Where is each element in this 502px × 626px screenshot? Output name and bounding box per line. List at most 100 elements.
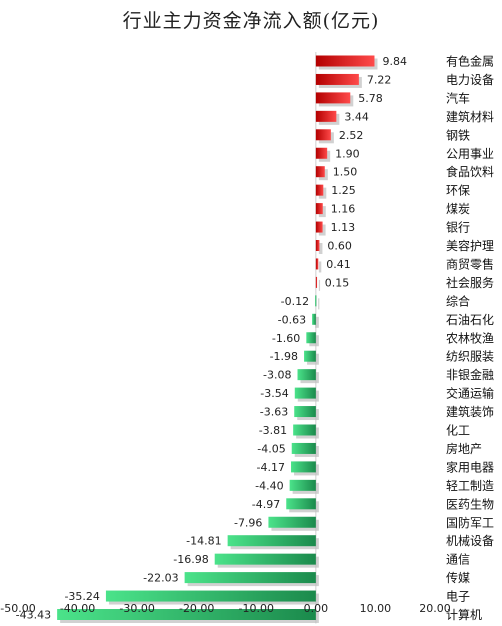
category-label: 通信: [446, 553, 470, 567]
category-label: 国防军工: [446, 515, 494, 530]
x-tick-label: -10.00: [239, 602, 274, 615]
data-label: 5.78: [358, 92, 383, 105]
x-tick-label: -30.00: [119, 602, 154, 615]
category-label: 钢铁: [446, 128, 470, 142]
data-label: -0.63: [278, 313, 306, 326]
data-label: -16.98: [173, 553, 208, 566]
data-label: 1.16: [331, 203, 356, 216]
bar: [315, 184, 324, 196]
bar: [297, 369, 316, 381]
category-label: 环保: [446, 184, 470, 198]
data-label: 0.41: [326, 258, 351, 271]
bar: [268, 516, 316, 528]
data-label: 1.90: [335, 147, 360, 160]
bar: [304, 350, 316, 362]
category-label: 商贸零售: [446, 256, 494, 271]
data-label: -22.03: [143, 572, 178, 585]
bar: [315, 55, 375, 67]
category-label: 非银金融: [446, 367, 494, 382]
category-label: 建筑装饰: [446, 404, 494, 419]
data-label: 1.13: [331, 221, 356, 234]
data-label: 0.15: [325, 276, 350, 289]
bar-shadow: [318, 261, 322, 273]
bar: [315, 92, 351, 104]
data-label: -3.08: [263, 369, 291, 382]
category-label: 有色金属: [446, 54, 494, 69]
bar: [286, 498, 316, 510]
bar-shadow: [318, 243, 323, 254]
bar: [289, 479, 316, 491]
x-tick-label: 0.00: [304, 602, 329, 615]
data-label: -4.05: [257, 442, 285, 455]
category-label: 传媒: [446, 570, 470, 585]
category-label: 计算机: [446, 607, 482, 622]
category-label: 汽车: [446, 90, 470, 105]
bar: [291, 442, 316, 454]
bar-shadow: [315, 316, 319, 328]
x-tick-label: 10.00: [360, 602, 392, 615]
category-label: 煤炭: [446, 202, 470, 216]
bar: [57, 609, 316, 620]
data-label: -3.81: [259, 424, 287, 437]
category-label: 农林牧渔: [446, 331, 494, 345]
x-tick-label: -20.00: [179, 602, 214, 615]
bar: [315, 147, 328, 159]
bar: [294, 406, 316, 418]
x-tick-label: 20.00: [419, 602, 451, 615]
data-label: 1.50: [333, 166, 358, 179]
data-label: -3.63: [260, 406, 288, 419]
category-label: 家用电器: [446, 459, 494, 474]
chart-title: 行业主力资金净流入额(亿元): [122, 10, 380, 32]
bar: [315, 110, 337, 122]
category-label: 电力设备: [446, 73, 494, 87]
bar: [312, 313, 316, 325]
bar: [315, 221, 323, 233]
data-label: 7.22: [367, 73, 392, 86]
bar-shadow: [318, 279, 321, 291]
data-label: -1.60: [272, 332, 300, 345]
category-label: 电子: [446, 590, 470, 604]
category-label: 化工: [446, 424, 470, 438]
bar: [227, 535, 316, 547]
data-label: 0.60: [327, 240, 352, 253]
data-label: -3.54: [260, 387, 288, 400]
category-label: 机械设备: [446, 533, 494, 548]
category-label: 交通运输: [446, 386, 494, 401]
bar: [315, 276, 318, 288]
data-label: -7.96: [234, 516, 262, 529]
bar: [315, 203, 323, 215]
data-label: -35.24: [64, 590, 99, 603]
data-label: 3.44: [344, 110, 369, 123]
bar: [315, 295, 317, 307]
category-label: 食品饮料: [446, 164, 494, 179]
bar: [293, 424, 316, 436]
category-label: 美容护理: [446, 238, 494, 253]
data-label: -14.81: [186, 535, 221, 548]
data-label: -43.43: [16, 609, 51, 622]
data-label: -0.12: [281, 295, 309, 308]
data-label: 1.25: [331, 184, 356, 197]
bar: [315, 73, 359, 85]
bar: [184, 572, 316, 584]
data-label: 2.52: [339, 129, 364, 142]
bar: [306, 332, 316, 344]
x-tick-label: -40.00: [60, 602, 95, 615]
category-label: 房地产: [446, 441, 482, 456]
bar: [214, 553, 316, 565]
category-label: 综合: [446, 293, 470, 308]
bar: [105, 590, 316, 602]
data-label: 9.84: [382, 55, 407, 68]
category-label: 石油石化: [446, 313, 494, 327]
data-label: -4.40: [255, 479, 283, 492]
category-label: 公用事业: [446, 147, 494, 161]
bar: [291, 461, 316, 473]
category-label: 社会服务: [446, 275, 494, 290]
data-label: -1.98: [270, 350, 298, 363]
category-label: 轻工制造: [446, 479, 494, 493]
category-label: 建筑材料: [446, 109, 494, 124]
bar: [315, 129, 331, 141]
category-label: 银行: [446, 221, 470, 235]
category-label: 医药生物: [446, 497, 494, 511]
